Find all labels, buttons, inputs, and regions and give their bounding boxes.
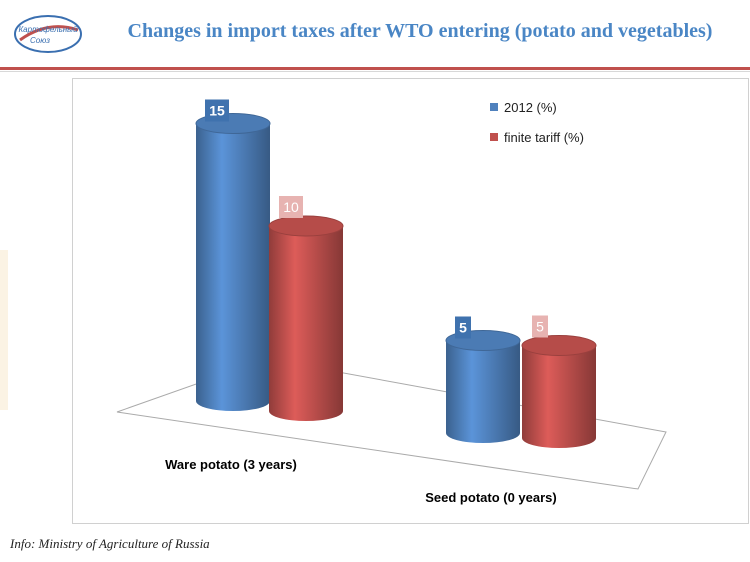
page-title: Changes in import taxes after WTO enteri… — [127, 20, 713, 42]
data-label-2012-ware: 15 — [205, 99, 229, 122]
cylinder-finite-ware — [268, 215, 344, 421]
cylinder-top — [268, 215, 344, 237]
svg-text:Картофельный: Картофельный — [18, 25, 78, 34]
legend: 2012 (%) finite tariff (%) — [490, 100, 584, 145]
side-decoration — [0, 250, 8, 410]
cylinder-finite-seed — [521, 335, 597, 448]
cylinder-2012-seed — [445, 330, 521, 443]
bar-chart: 15 10 5 5 Ware potato (3 years) Seed potato… — [116, 99, 667, 505]
cylinder-body — [446, 340, 520, 443]
header-divider — [0, 71, 750, 72]
svg-text:10: 10 — [283, 199, 299, 215]
cylinder-2012-ware — [195, 113, 271, 411]
header-accent-rule — [0, 67, 750, 70]
category-label-seed: Seed potato (0 years) — [425, 490, 557, 505]
cylinder-body — [196, 123, 270, 411]
legend-swatch-finite — [490, 133, 498, 141]
logo-icon: Картофельный Союз — [14, 15, 82, 53]
svg-text:5: 5 — [536, 319, 544, 335]
chart-area: 15 10 5 5 Ware potato (3 years) Seed potato… — [72, 78, 749, 524]
category-label-ware: Ware potato (3 years) — [165, 457, 297, 472]
cylinder-top — [521, 335, 597, 356]
svg-text:5: 5 — [459, 320, 467, 336]
data-label-2012-seed: 5 — [455, 316, 471, 339]
svg-text:15: 15 — [209, 103, 225, 119]
cylinder-body — [522, 345, 596, 448]
legend-label-finite: finite tariff (%) — [504, 130, 584, 145]
legend-swatch-2012 — [490, 103, 498, 111]
svg-text:Союз: Союз — [30, 36, 50, 45]
header: Картофельный Союз Changes in import taxe… — [0, 0, 750, 72]
cylinder-body — [269, 226, 343, 421]
data-label-finite-seed: 5 — [532, 315, 548, 338]
source-note: Info: Ministry of Agriculture of Russia — [10, 536, 210, 551]
legend-label-2012: 2012 (%) — [504, 100, 557, 115]
data-label-finite-ware: 10 — [279, 196, 303, 218]
